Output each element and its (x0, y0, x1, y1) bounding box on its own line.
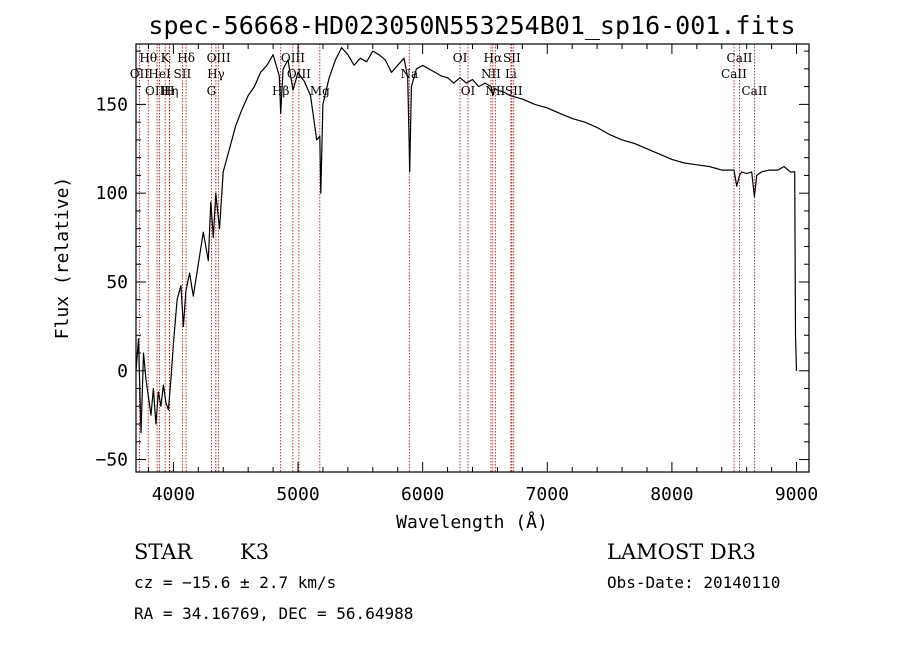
y-tick-label: 150 (95, 94, 128, 115)
x-tick-label: 4000 (152, 484, 195, 505)
spectral-line-label: Hθ (139, 51, 157, 65)
observation-date: Obs-Date: 20140110 (607, 573, 780, 592)
x-tick-label: 9000 (775, 484, 818, 505)
x-tick-label: 7000 (526, 484, 569, 505)
spectral-line-label: Hγ (207, 67, 225, 81)
x-tick-label: 5000 (276, 484, 319, 505)
x-tick-label: 8000 (650, 484, 693, 505)
spectral-line-label: OI (453, 51, 468, 65)
spectral-line-markers (138, 44, 755, 472)
spectral-line-label: Hη (161, 84, 179, 98)
spectral-line-label: Hβ (272, 84, 289, 98)
x-tick-label: 6000 (401, 484, 444, 505)
spectral-line-label: Hα (484, 51, 503, 65)
survey-name: LAMOST DR3 (607, 540, 756, 564)
spectral-line-label: OIII (145, 84, 169, 98)
y-tick-label: 100 (95, 183, 128, 204)
spectral-line-label: CaII (727, 51, 753, 65)
spectral-line-label: OIII (207, 51, 231, 65)
x-axis-ticks: 4000 5000 6000 7000 8000 9000 (147, 44, 818, 505)
spectral-line-label: SII (503, 51, 521, 65)
y-axis-label: Flux (relative) (52, 177, 73, 340)
y-tick-label: 0 (117, 361, 128, 382)
spectral-line-label: CaII (741, 84, 767, 98)
spectral-line-label: Li (505, 67, 517, 81)
spectral-line-label: SII (505, 84, 523, 98)
flux-series (135, 47, 798, 434)
object-subclass: K3 (240, 540, 269, 564)
spectral-line-label: OIII (281, 51, 305, 65)
spectral-line-label: SII (174, 67, 192, 81)
plot-frame (135, 43, 810, 473)
spectral-line-label: K (161, 51, 171, 65)
x-axis-label: Wavelength (Å) (396, 511, 548, 533)
chart-title: spec-56668-HD023050N553254B01_sp16-001.f… (148, 11, 795, 40)
flux-line (135, 47, 798, 434)
spectral-line-label: NII (485, 84, 505, 98)
y-tick-label: 50 (106, 272, 128, 293)
y-axis-ticks: −50 0 50 100 150 (95, 50, 809, 471)
spectral-line-label: Hδ (177, 51, 195, 65)
spectral-line-label: OII (130, 67, 150, 81)
spectral-line-label: NII (481, 67, 501, 81)
object-class: STAR (134, 540, 193, 564)
spectral-line-label: H (164, 84, 174, 98)
spectral-line-label: OI (461, 84, 476, 98)
spectral-line-label: HeI (148, 67, 171, 81)
spectral-line-label: CaII (721, 67, 747, 81)
y-tick-label: −50 (95, 450, 128, 471)
spectral-line-label: G (207, 84, 217, 98)
redshift-info: cz = −15.6 ± 2.7 km/s (134, 573, 336, 592)
coordinates-info: RA = 34.16769, DEC = 56.64988 (134, 604, 413, 623)
